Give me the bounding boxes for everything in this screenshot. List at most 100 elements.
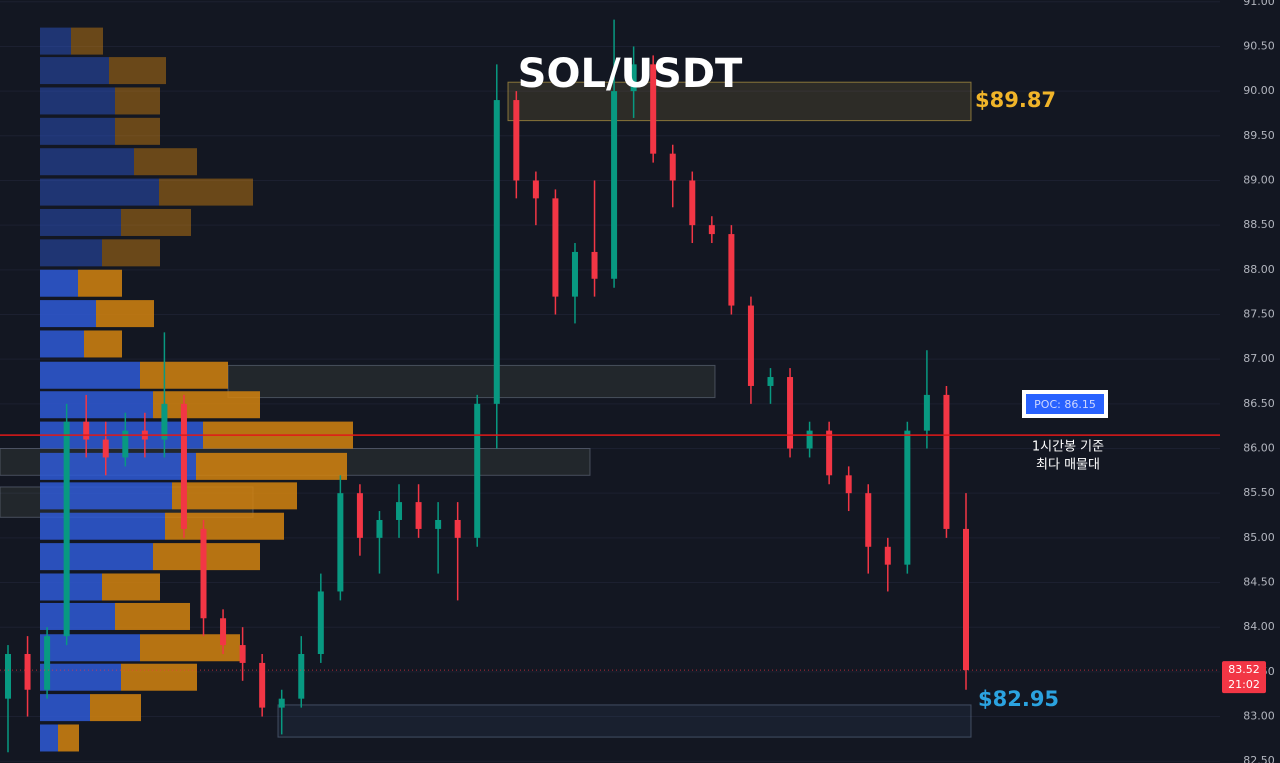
candle-body: [708, 225, 715, 235]
candle-body: [5, 654, 11, 699]
candle-body: [552, 198, 559, 297]
profile-buy: [40, 239, 102, 267]
candle-body: [474, 403, 481, 538]
profile-sell: [140, 361, 228, 389]
poc-badge: [1026, 394, 1104, 414]
candle-body: [220, 618, 227, 646]
candle-body: [415, 502, 422, 529]
profile-buy: [40, 724, 58, 752]
candle-body: [122, 430, 129, 458]
candle-body: [689, 180, 696, 226]
candle-body: [83, 421, 90, 440]
y-tick-label: 83.00: [1243, 710, 1275, 723]
candle-body: [591, 251, 598, 279]
profile-sell: [115, 117, 160, 145]
candle-body: [611, 91, 618, 279]
profile-sell: [58, 724, 79, 752]
poc-note: 최다 매물대: [1036, 458, 1100, 473]
price-zone: [227, 364, 716, 399]
candle-body: [239, 645, 246, 663]
profile-sell: [115, 87, 160, 115]
profile-buy: [40, 694, 90, 722]
candle-body: [728, 234, 735, 306]
candle-body: [396, 502, 403, 520]
profile-buy: [40, 361, 140, 389]
resistance-label: $89.87: [975, 88, 1056, 112]
profile-buy: [40, 57, 109, 85]
y-tick-label: 89.50: [1243, 129, 1275, 142]
y-tick-label: 87.50: [1243, 307, 1275, 320]
profile-buy: [40, 634, 140, 662]
profile-sell: [78, 269, 122, 297]
profile-buy: [40, 391, 153, 419]
y-tick-label: 90.00: [1243, 84, 1275, 97]
profile-buy: [40, 330, 84, 358]
profile-buy: [40, 452, 196, 480]
profile-buy: [40, 208, 121, 236]
y-tick-label: 85.50: [1243, 486, 1275, 499]
profile-buy: [40, 512, 165, 540]
candle-body: [298, 654, 305, 699]
profile-sell: [196, 452, 347, 480]
candle-body: [161, 403, 168, 440]
candle-body: [102, 439, 109, 458]
candle-body: [923, 394, 930, 431]
profile-buy: [40, 543, 153, 571]
candle-body: [865, 493, 872, 547]
candle-body: [24, 654, 31, 690]
candle-body: [337, 493, 344, 592]
price-badge: [1222, 661, 1266, 694]
profile-sell: [121, 663, 197, 691]
candle-body: [884, 546, 891, 565]
profile-buy: [40, 87, 115, 115]
profile-buy: [40, 269, 78, 297]
y-tick-label: 85.00: [1243, 531, 1275, 544]
profile-buy: [40, 178, 159, 206]
y-tick-label: 84.00: [1243, 620, 1275, 633]
candle-body: [767, 377, 774, 386]
candle-body: [943, 394, 950, 529]
profile-sell: [159, 178, 253, 206]
profile-sell: [84, 330, 122, 358]
candle-body: [44, 636, 51, 690]
price-badge-time: 21:02: [1228, 678, 1260, 691]
price-zone: [507, 81, 972, 122]
y-tick-label: 82.50: [1243, 754, 1275, 763]
profile-buy: [40, 148, 134, 176]
profile-sell: [109, 57, 166, 85]
candle-body: [259, 662, 266, 708]
support-label: $82.95: [978, 687, 1059, 711]
profile-buy: [40, 663, 121, 691]
y-tick-label: 88.00: [1243, 263, 1275, 276]
y-tick-label: 88.50: [1243, 218, 1275, 231]
profile-sell: [115, 602, 190, 630]
profile-buy: [40, 482, 172, 510]
candle-body: [513, 100, 520, 181]
candle-body: [356, 493, 363, 538]
candle-body: [571, 251, 578, 297]
y-tick-label: 84.50: [1243, 576, 1275, 589]
candle-body: [317, 591, 324, 654]
candle-body: [454, 519, 461, 538]
profile-sell: [172, 482, 297, 510]
candle-body: [787, 377, 794, 449]
candle-body: [650, 64, 657, 154]
y-tick-label: 87.00: [1243, 352, 1275, 365]
profile-buy: [40, 300, 96, 328]
profile-sell: [96, 300, 154, 328]
candle-body: [845, 475, 852, 494]
y-tick-label: 90.50: [1243, 39, 1275, 52]
y-tick-label: 91.00: [1243, 0, 1275, 8]
candle-body: [747, 305, 754, 386]
profile-buy: [40, 602, 115, 630]
profile-buy: [40, 117, 115, 145]
candle-body: [63, 421, 70, 637]
candle-body: [180, 403, 187, 529]
profile-sell: [121, 208, 191, 236]
candle-body: [376, 519, 383, 538]
price-zone: [277, 704, 972, 738]
profile-sell: [153, 391, 260, 419]
chart-title: SOL/USDT: [518, 51, 743, 97]
profile-sell: [134, 148, 197, 176]
